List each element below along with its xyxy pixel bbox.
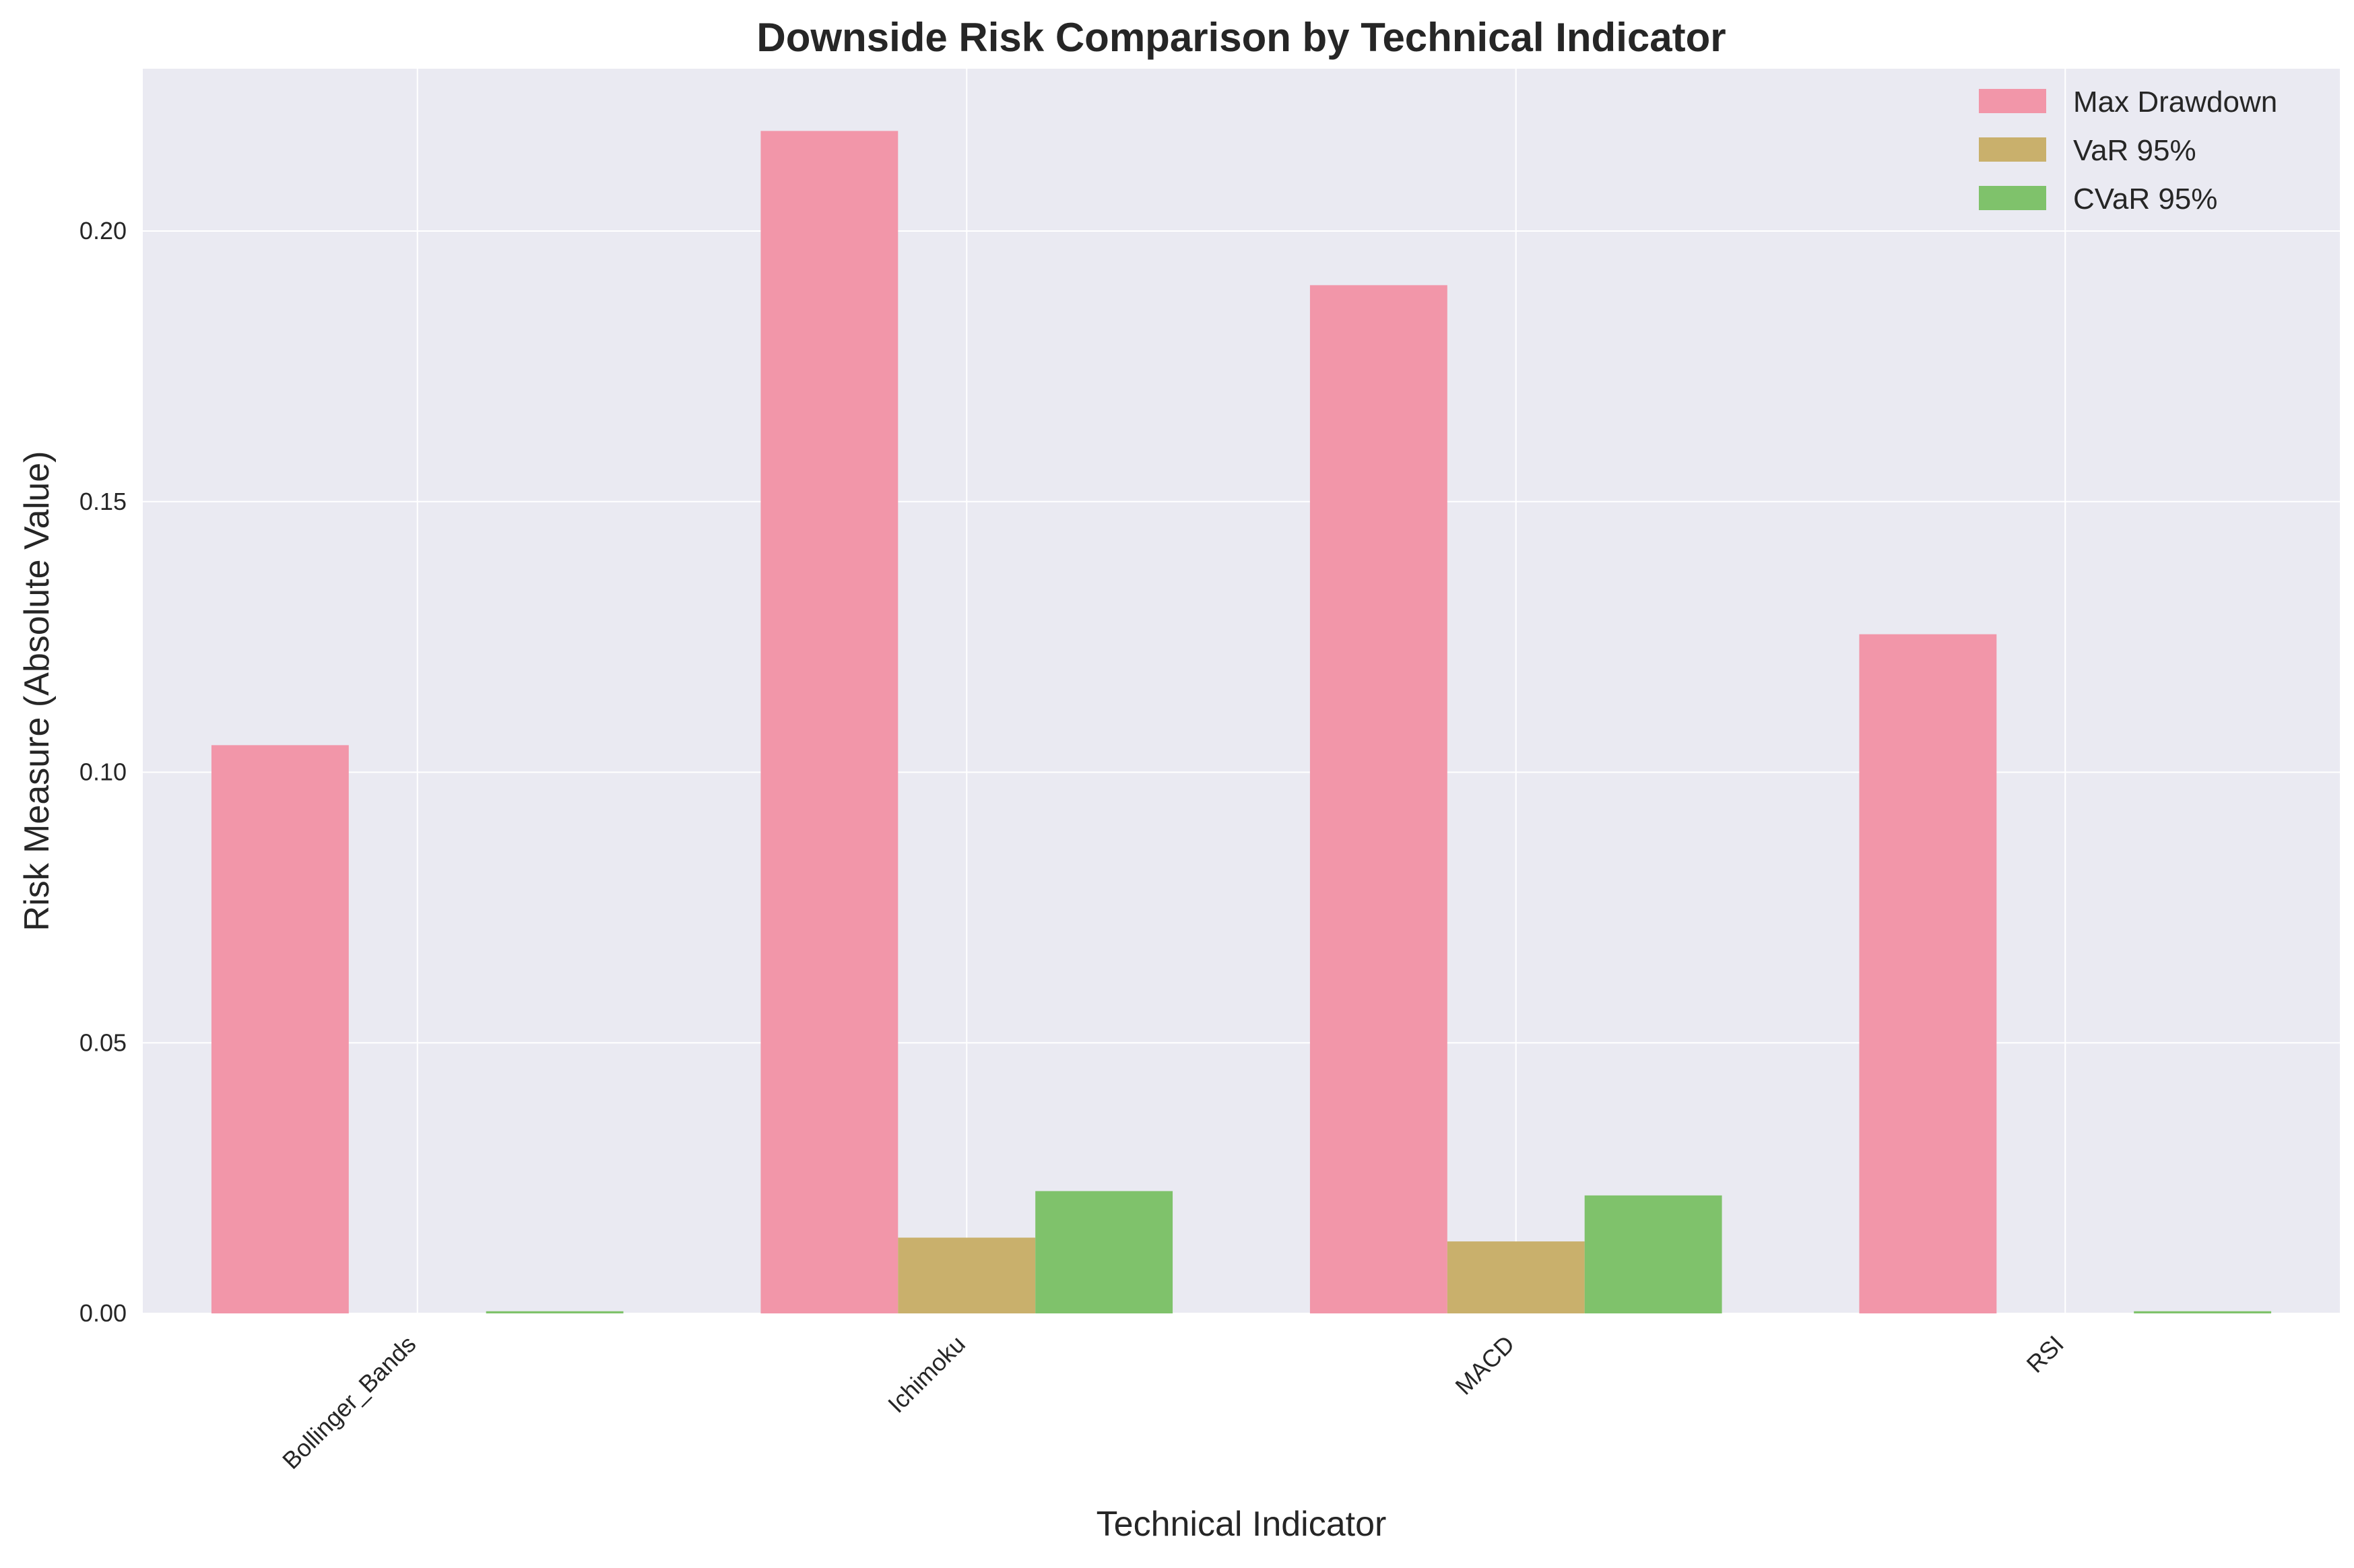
bar-max-drawdown-macd bbox=[1309, 285, 1447, 1313]
bar-max-drawdown-ichimoku bbox=[760, 131, 898, 1313]
bars bbox=[211, 131, 2272, 1313]
bar-max-drawdown-bollinger-bands bbox=[211, 745, 349, 1313]
bar-max-drawdown-rsi bbox=[1859, 634, 1997, 1313]
x-tick-label: MACD bbox=[1449, 1330, 1519, 1400]
bar-cvar-95--bollinger-bands bbox=[486, 1311, 624, 1313]
x-tick-label: Bollinger_Bands bbox=[277, 1330, 421, 1474]
chart-title: Downside Risk Comparison by Technical In… bbox=[756, 15, 1726, 60]
y-tick-label: 0.00 bbox=[79, 1299, 127, 1327]
y-axis-label: Risk Measure (Absolute Value) bbox=[18, 451, 57, 932]
grid-lines bbox=[143, 69, 2340, 1314]
legend: Max Drawdown VaR 95% CVaR 95% bbox=[1979, 86, 2277, 216]
bar-cvar-95--ichimoku bbox=[1035, 1191, 1173, 1313]
x-tick-label: RSI bbox=[2021, 1330, 2068, 1378]
legend-swatch bbox=[1979, 89, 2046, 113]
legend-swatch bbox=[1979, 137, 2046, 162]
legend-label: CVaR 95% bbox=[2073, 183, 2217, 216]
legend-label: VaR 95% bbox=[2073, 134, 2196, 167]
legend-label: Max Drawdown bbox=[2073, 86, 2277, 119]
bar-cvar-95--macd bbox=[1584, 1195, 1722, 1313]
y-tick-label: 0.05 bbox=[79, 1028, 127, 1056]
legend-swatch bbox=[1979, 186, 2046, 210]
y-tick-label: 0.10 bbox=[79, 758, 127, 786]
bar-var-95--ichimoku bbox=[898, 1237, 1036, 1313]
plot-area bbox=[143, 69, 2340, 1313]
y-tick-label: 0.20 bbox=[79, 217, 127, 244]
x-axis-label: Technical Indicator bbox=[1097, 1505, 1387, 1544]
bar-var-95--macd bbox=[1447, 1241, 1585, 1313]
x-tick-label: Ichimoku bbox=[882, 1330, 971, 1418]
x-axis-ticks: Bollinger_Bands Ichimoku MACD RSI bbox=[277, 1330, 2069, 1474]
y-tick-label: 0.15 bbox=[79, 488, 127, 515]
bar-cvar-95--rsi bbox=[2134, 1311, 2272, 1313]
y-axis-ticks: 0.00 0.05 0.10 0.15 0.20 bbox=[79, 217, 127, 1327]
